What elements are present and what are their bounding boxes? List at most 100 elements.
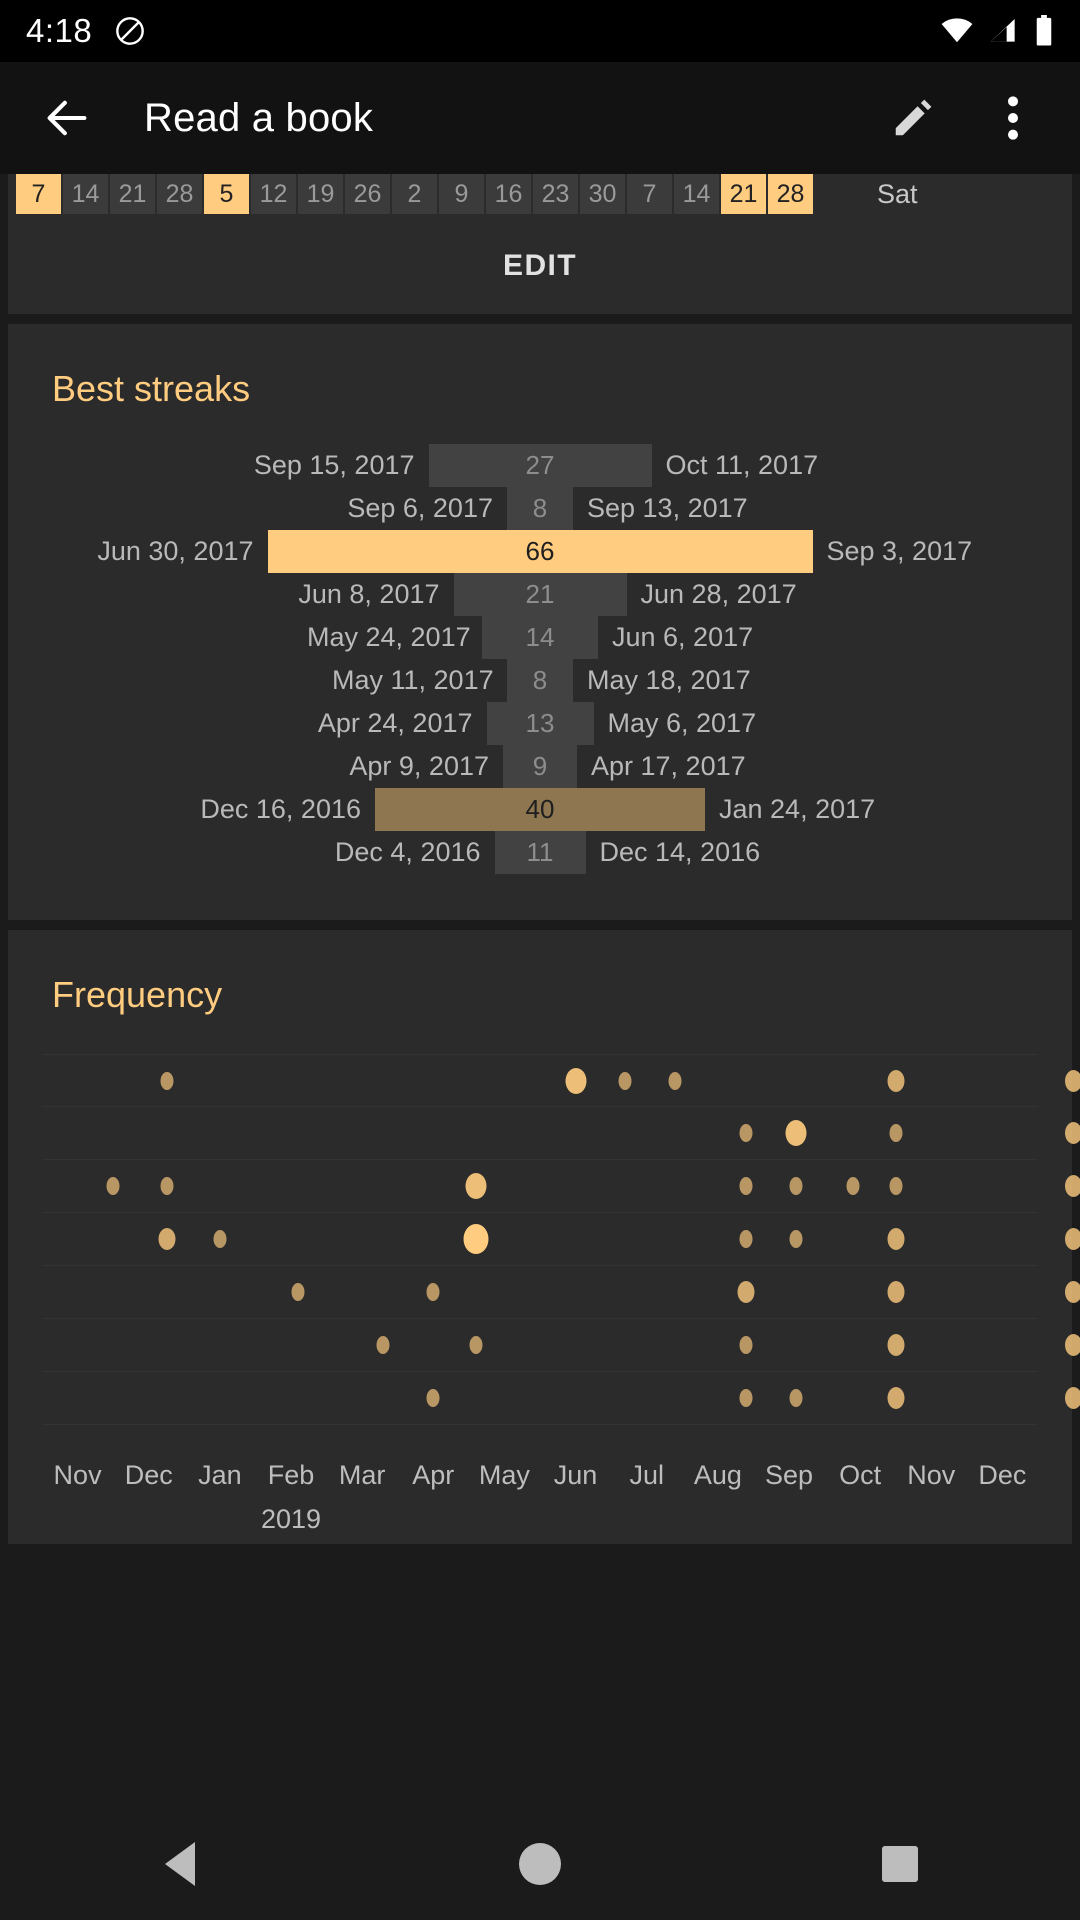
calendar-day-cell[interactable]: 9 [439,174,484,214]
frequency-row-sat: Sat [42,1372,1080,1425]
nav-recents-icon [882,1846,918,1882]
nav-recents-button[interactable] [840,1808,960,1920]
calendar-day-cell[interactable]: 21 [721,174,766,214]
frequency-legend-dot [1065,1387,1080,1409]
frequency-legend-dot [1065,1334,1080,1356]
frequency-dot [106,1177,120,1195]
streak-row: Dec 16, 2016 40 Jan 24, 2017 [8,788,1072,831]
status-system-icons [940,15,1054,47]
frequency-title: Frequency [52,974,223,1015]
calendar-day-cell[interactable]: 21 [110,174,155,214]
frequency-dot [789,1177,803,1195]
frequency-dot [618,1071,632,1090]
frequency-legend-dot [1065,1281,1080,1303]
frequency-scatter-chart[interactable]: SunMonTueWedThuFriSat [42,1054,1080,1454]
streak-row: Apr 9, 2017 9 Apr 17, 2017 [8,745,1072,788]
calendar-day-cell[interactable]: 12 [251,174,296,214]
frequency-dot [469,1336,483,1354]
streak-end-date: Sep 13, 2017 [587,493,748,523]
wifi-icon [941,18,973,43]
frequency-dot [889,1124,903,1142]
streak-end-date: Jun 28, 2017 [640,579,797,609]
streak-end-date: Dec 14, 2016 [599,837,761,867]
streak-end-date: Sep 3, 2017 [826,536,973,566]
calendar-day-cell[interactable]: 5 [204,174,249,214]
frequency-dot [463,1224,489,1254]
streak-end-date: Oct 11, 2017 [665,450,819,480]
best-streaks-card: Best streaks Sep 15, 2017 27 Oct 11, 2017 S… [8,324,1072,920]
streak-start-date: Sep 6, 2017 [347,493,493,523]
streak-length-bar: 8 [507,659,573,702]
calendar-strip[interactable]: 7 14 21 28 5 12 19 26 2 9 16 23 30 7 14 21 28 Sat [8,174,1072,218]
frequency-month-label: Mar [338,1460,386,1490]
frequency-month-label: Apr [412,1460,455,1490]
nav-home-button[interactable] [480,1808,600,1920]
frequency-month-label: Nov [907,1460,956,1490]
frequency-row-tue: Tue [42,1160,1080,1213]
calendar-day-cell[interactable]: 26 [345,174,390,214]
calendar-day-cell[interactable]: 7 [16,174,61,214]
streak-end-date: Jan 24, 2017 [719,794,876,824]
frequency-dot [887,1334,905,1356]
do-not-disturb-icon [116,17,145,45]
arrow-left-icon [47,100,87,136]
calendar-day-cell[interactable]: 30 [580,174,625,214]
calendar-day-cell[interactable]: 7 [627,174,672,214]
edit-habit-button[interactable] [876,81,950,155]
nav-back-button[interactable] [120,1808,240,1920]
calendar-day-cell[interactable]: 28 [768,174,813,214]
page-title: Read a book [144,95,374,140]
streak-start-date: Apr 24, 2017 [317,708,473,738]
overflow-menu-button[interactable] [976,81,1050,155]
frequency-dot [737,1281,755,1303]
streak-start-date: Apr 9, 2017 [349,751,489,781]
calendar-day-cell[interactable]: 14 [63,174,108,214]
streak-length-bar: 11 [494,831,586,874]
frequency-month-label: Jan [198,1460,242,1490]
android-nav-bar [0,1808,1080,1920]
scroll-content[interactable]: 7 14 21 28 5 12 19 26 2 9 16 23 30 7 14 21 28 Sat EDIT Be… [0,174,1080,1808]
frequency-dot [846,1177,860,1195]
streak-length-bar: 14 [482,616,598,659]
best-streaks-title: Best streaks [52,368,251,409]
calendar-day-cell[interactable]: 19 [298,174,343,214]
app-bar: Read a book [0,62,1080,174]
back-button[interactable] [30,81,104,155]
streak-row: May 24, 2017 14 Jun 6, 2017 [8,616,1072,659]
calendar-day-cell[interactable]: 2 [392,174,437,214]
frequency-legend-dot [1065,1175,1080,1197]
calendar-day-cell[interactable]: 14 [674,174,719,214]
frequency-dot [739,1230,753,1248]
frequency-dot [739,1336,753,1354]
frequency-dot [785,1120,807,1146]
frequency-month-label: Jul [629,1460,664,1490]
frequency-month-label: Dec [124,1460,173,1490]
calendar-day-cell[interactable]: 16 [486,174,531,214]
streak-row: Dec 4, 2016 11 Dec 14, 2016 [8,831,1072,874]
frequency-dot [668,1071,682,1090]
best-streaks-list: Sep 15, 2017 27 Oct 11, 2017 Sep 6, 2017 8 Se… [8,410,1072,920]
streak-start-date: May 24, 2017 [307,622,471,652]
streak-row: Sep 15, 2017 27 Oct 11, 2017 [8,444,1072,487]
frequency-year-label: 2019 [260,1504,322,1534]
status-notification-icons [114,15,146,47]
edit-button[interactable]: EDIT [503,249,577,282]
calendar-day-cell[interactable]: 28 [157,174,202,214]
status-clock: 4:18 [26,12,93,49]
frequency-dot [887,1281,905,1303]
frequency-legend-dot [1065,1122,1080,1144]
streak-length-bar: 21 [453,573,627,616]
frequency-dot [789,1230,803,1248]
nav-back-icon [165,1842,195,1886]
more-vert-icon [1008,96,1018,140]
streak-row: Apr 24, 2017 13 May 6, 2017 [8,702,1072,745]
frequency-dot [158,1228,175,1250]
frequency-dot [465,1173,487,1199]
frequency-dot [160,1177,173,1195]
frequency-dot [213,1230,227,1248]
calendar-day-cell[interactable]: 23 [533,174,578,214]
frequency-dot [426,1389,440,1407]
frequency-month-label: Oct [839,1460,882,1490]
streak-start-date: Jun 8, 2017 [298,579,440,609]
frequency-month-label: Dec [978,1460,1027,1490]
